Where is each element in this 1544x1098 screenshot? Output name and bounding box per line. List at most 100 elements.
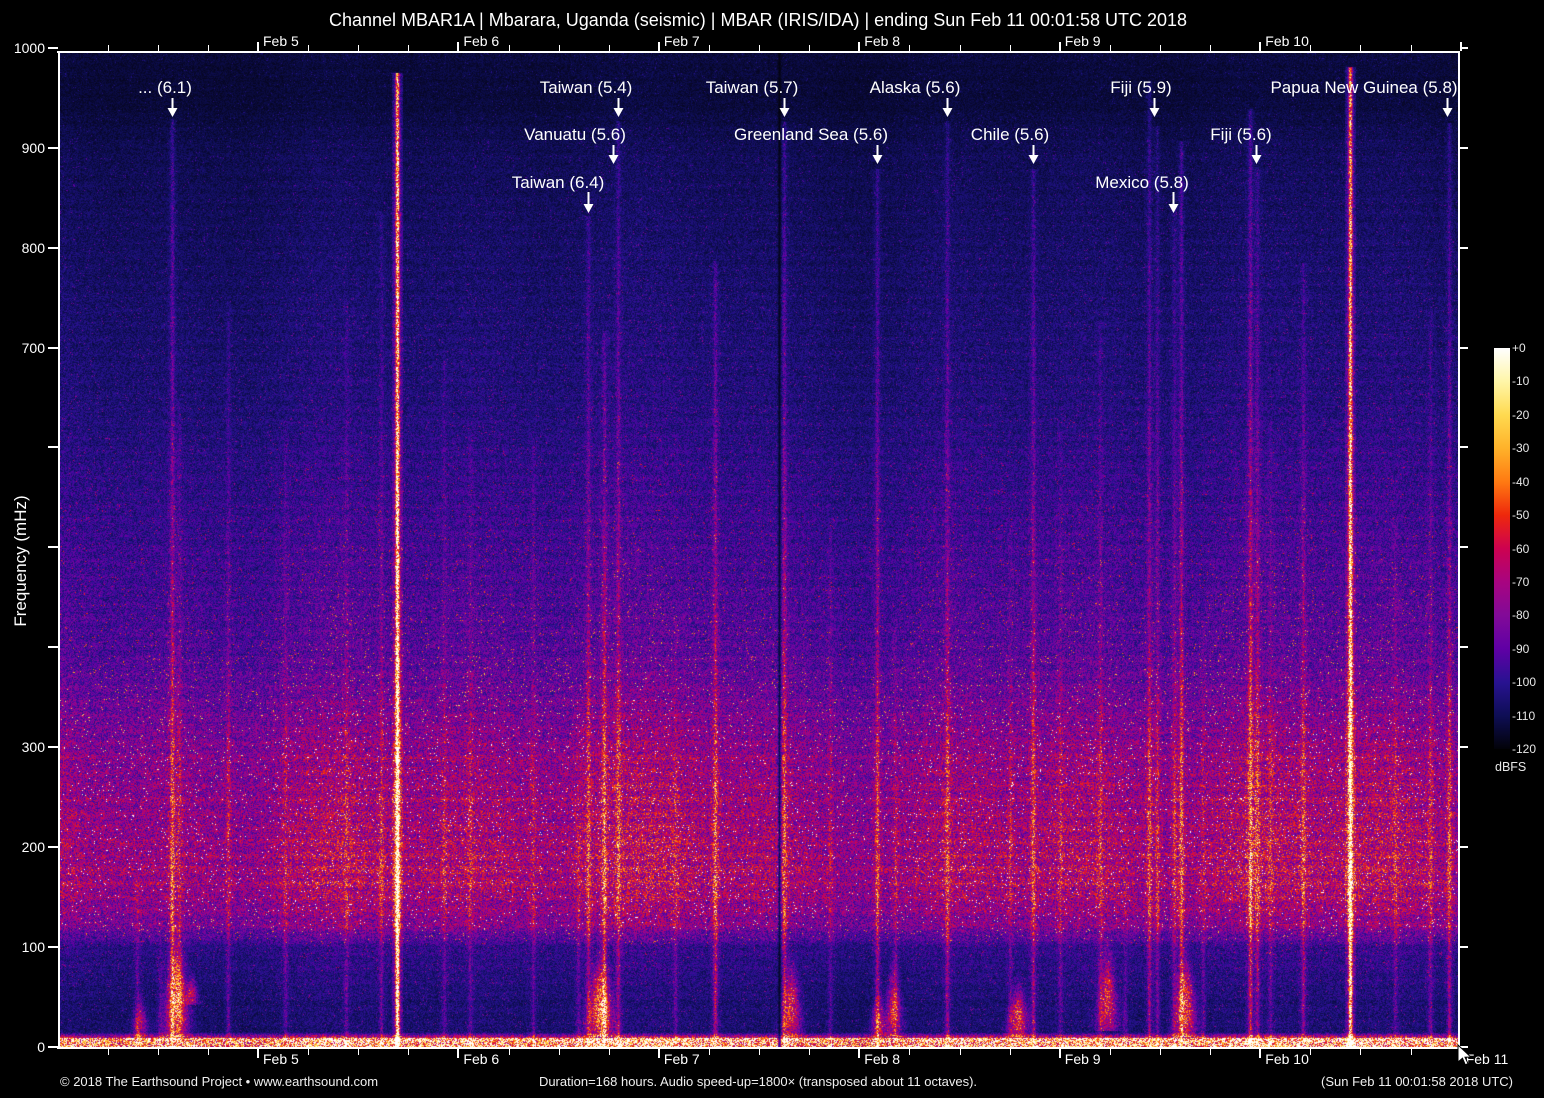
y-tick-left: [48, 146, 58, 149]
x-minor-tick-bottom: [759, 1049, 761, 1055]
x-major-tick-top: [1058, 42, 1061, 51]
colorbar-tick-label: -80: [1512, 608, 1530, 623]
x-minor-tick-top: [759, 45, 761, 51]
x-major-tick-top: [457, 42, 460, 51]
y-tick-label: 300: [21, 738, 45, 755]
y-tick-right: [1460, 546, 1468, 549]
x-major-tick-bottom: [1259, 1049, 1262, 1058]
page-title: Channel MBAR1A | Mbarara, Uganda (seismi…: [328, 10, 1188, 30]
x-major-tick-top: [1259, 42, 1262, 51]
x-major-tick-bottom: [858, 1049, 861, 1058]
y-tick-right: [1460, 346, 1468, 349]
y-tick-left: [48, 546, 58, 549]
event-label: Mexico (5.8): [1095, 173, 1189, 192]
event-arrow-icon: [941, 98, 954, 122]
event-label: Vanuatu (5.6): [524, 125, 626, 144]
x-minor-tick-top: [207, 45, 209, 51]
x-minor-tick-bottom: [959, 1049, 961, 1055]
x-major-tick-top: [257, 42, 259, 51]
event-arrow-icon: [1167, 192, 1180, 218]
x-minor-tick-top: [408, 45, 410, 51]
event-label: Fiji (5.9): [1110, 78, 1172, 97]
event-arrow-icon: [871, 145, 884, 169]
event-label: Taiwan (5.7): [705, 78, 799, 97]
y-tick-label: 900: [21, 139, 45, 156]
x-minor-tick-top: [508, 45, 510, 51]
x-minor-tick-bottom: [508, 1049, 510, 1055]
x-minor-tick-top: [308, 45, 310, 51]
x-minor-tick-top: [909, 45, 911, 51]
event-label: ... (6.1): [138, 78, 192, 97]
x-minor-tick-bottom: [1109, 1049, 1111, 1055]
y-tick-left: [48, 446, 58, 449]
y-tick-right: [1460, 1045, 1468, 1048]
y-tick-label: 100: [21, 938, 45, 955]
x-tick-label-bottom: Feb 6: [463, 1051, 500, 1067]
y-tick-left: [48, 346, 58, 349]
x-tick-label-top: Feb 5: [263, 33, 299, 49]
event-label: Taiwan (5.4): [539, 78, 633, 97]
x-tick-label-bottom: Feb 8: [864, 1051, 901, 1067]
x-major-tick-bottom: [457, 1049, 460, 1058]
x-minor-tick-top: [1160, 45, 1162, 51]
event-arrow-icon: [778, 98, 791, 122]
y-tick-label: 200: [21, 838, 45, 855]
spectrogram-canvas: [60, 53, 1458, 1047]
x-minor-tick-top: [1410, 45, 1412, 51]
y-tick-right: [1460, 745, 1468, 748]
plot-top-axis-line: [57, 51, 1460, 53]
x-minor-tick-bottom: [608, 1049, 610, 1055]
event-arrow-icon: [607, 145, 620, 169]
x-minor-tick-top: [1109, 45, 1111, 51]
event-arrow-icon: [582, 192, 595, 218]
x-minor-tick-bottom: [1310, 1049, 1312, 1055]
x-minor-tick-bottom: [358, 1049, 360, 1055]
y-tick-left: [48, 845, 58, 848]
event-arrow-icon: [1441, 98, 1454, 122]
x-major-tick-bottom: [1058, 1049, 1061, 1058]
colorbar-tick-label: -10: [1512, 374, 1530, 389]
x-major-tick-top: [1459, 42, 1462, 51]
x-major-tick-top: [858, 42, 861, 51]
x-minor-tick-bottom: [1210, 1049, 1212, 1055]
x-minor-tick-top: [358, 45, 360, 51]
x-tick-label-top: Feb 10: [1265, 33, 1309, 49]
x-minor-tick-top: [608, 45, 610, 51]
y-tick-label: 0: [37, 1038, 45, 1055]
x-minor-tick-bottom: [308, 1049, 310, 1055]
mouse-cursor: [1457, 1044, 1473, 1066]
footer-timestamp: (Sun Feb 11 00:01:58 2018 UTC): [1321, 1074, 1513, 1089]
colorbar-tick-label: -100: [1512, 675, 1537, 690]
plot-left-axis-line: [58, 51, 60, 1049]
colorbar-tick-label: +0: [1512, 341, 1526, 355]
event-label: Papua New Guinea (5.8): [1270, 78, 1458, 97]
x-tick-label-top: Feb 8: [864, 33, 901, 49]
y-tick-left: [48, 246, 58, 249]
x-minor-tick-top: [809, 45, 811, 51]
event-arrow-icon: [612, 98, 625, 122]
colorbar-tick-label: -50: [1512, 508, 1530, 523]
x-tick-label-top: Feb 6: [463, 33, 500, 49]
y-tick-left: [48, 646, 58, 649]
y-tick-label: 1000: [13, 40, 45, 56]
x-minor-tick-top: [1210, 45, 1212, 51]
plot-right-axis-line: [1458, 51, 1460, 1049]
event-label: Alaska (5.6): [869, 78, 961, 97]
event-arrow-icon: [1027, 145, 1040, 169]
event-label: Chile (5.6): [970, 125, 1050, 144]
event-arrow-icon: [1250, 145, 1263, 169]
y-tick-right: [1460, 446, 1468, 449]
x-minor-tick-bottom: [408, 1049, 410, 1055]
colorbar-tick-label: -110: [1512, 708, 1536, 723]
x-minor-tick-top: [959, 45, 961, 51]
y-tick-label: 700: [21, 339, 45, 356]
event-label: Greenland Sea (5.6): [733, 125, 889, 144]
y-tick-right: [1460, 646, 1468, 649]
y-tick-right: [1460, 845, 1468, 848]
y-tick-left: [48, 745, 58, 748]
x-major-tick-bottom: [257, 1049, 259, 1058]
colorbar-unit-label: dBFS: [1495, 760, 1527, 774]
y-axis-title: Frequency (mHz): [11, 495, 30, 627]
y-tick-right: [1460, 146, 1468, 149]
x-tick-label-bottom: Feb 11: [1465, 1051, 1509, 1067]
